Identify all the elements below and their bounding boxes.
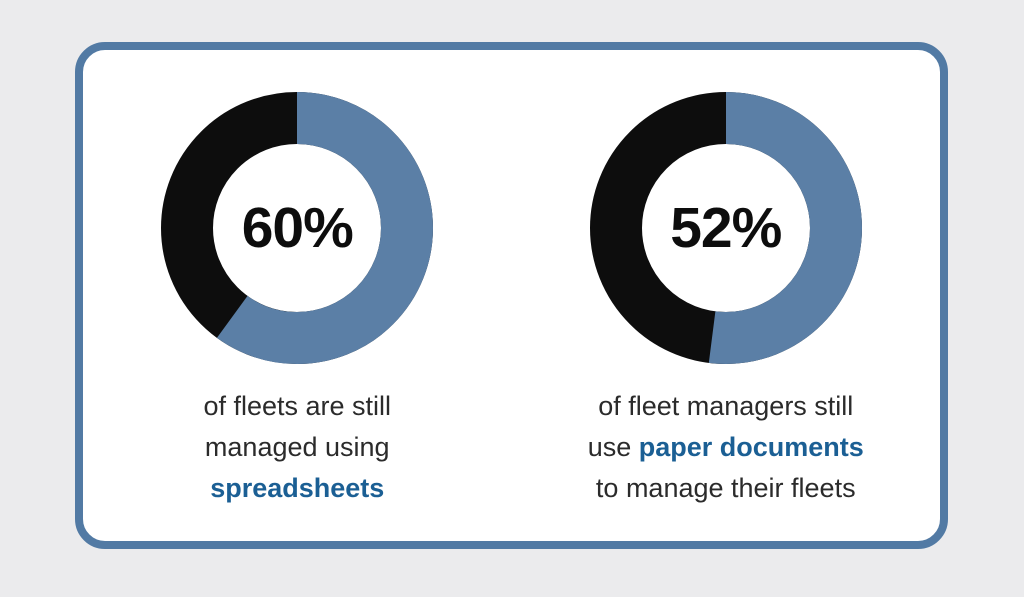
stat-column-paper-documents: 52% of fleet managers still use paper doc…: [512, 50, 941, 541]
stat-card: 60% of fleets are still managed using spre…: [75, 42, 948, 549]
donut-chart-paper-documents: 52%: [589, 92, 862, 364]
donut-rings: [161, 92, 434, 364]
donut-value-arc: [589, 92, 862, 364]
caption-line: to manage their fleets: [595, 473, 856, 503]
caption-line: use paper documents: [587, 432, 864, 462]
donut-chart-spreadsheets: 60%: [161, 92, 434, 364]
percent-label: 60%: [241, 196, 354, 260]
caption-paper-documents: of fleet managers still use paper documen…: [588, 386, 864, 509]
percent-label: 52%: [670, 196, 782, 260]
caption-line: spreadsheets: [203, 468, 391, 509]
donut-value-arc: [161, 92, 434, 364]
caption-emphasis: spreadsheets: [210, 473, 385, 503]
caption-line: of fleets are still: [203, 391, 392, 421]
stat-column-spreadsheets: 60% of fleets are still managed using spre…: [83, 50, 512, 541]
donut-rings: [589, 92, 862, 364]
caption-line: managed using: [204, 432, 390, 462]
caption-spreadsheets: of fleets are still managed using spreadsh…: [203, 386, 391, 509]
caption-line: of fleet managers still: [598, 391, 854, 421]
caption-emphasis: paper documents: [638, 432, 864, 462]
